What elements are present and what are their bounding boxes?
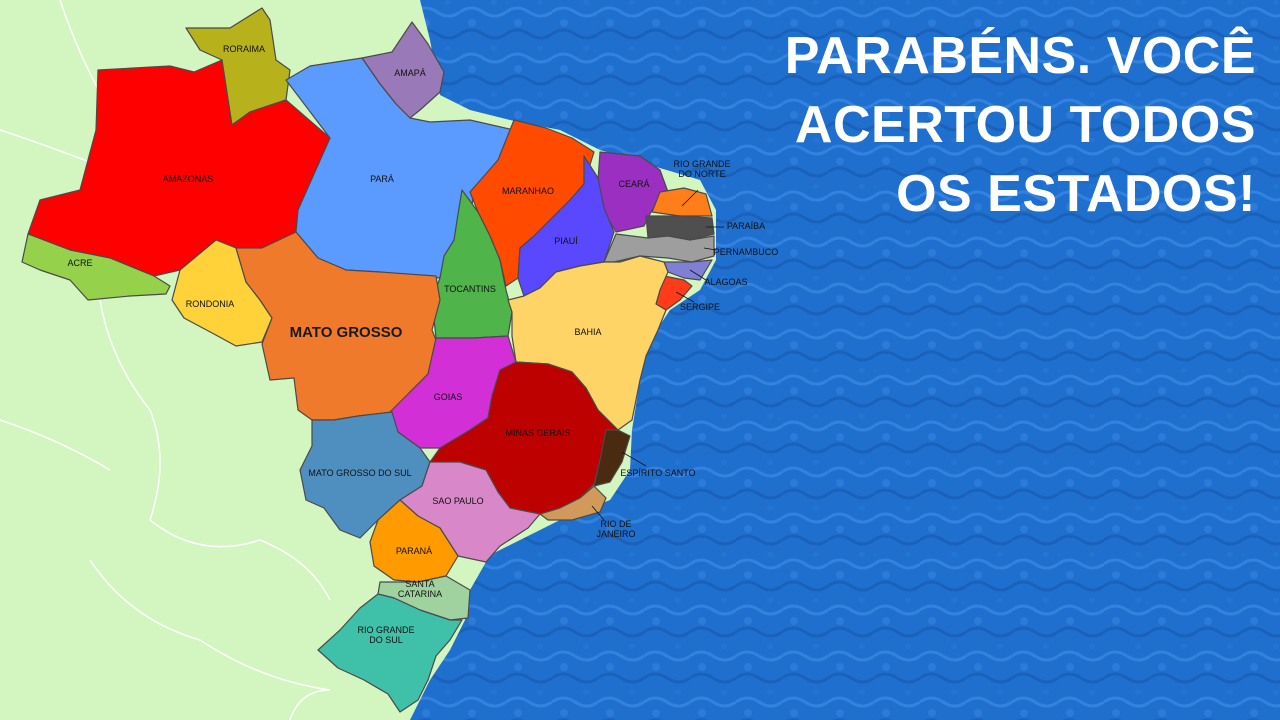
label-line: SANTA	[405, 579, 434, 589]
label-pernambuco: PERNAMBUCO	[714, 247, 779, 257]
label-alagoas: ALAGOAS	[704, 277, 747, 287]
state-rio-grande-do-norte[interactable]	[651, 187, 713, 217]
label-line: RORAIMA	[223, 44, 265, 54]
label-espirito-santo: ESPÍRITO SANTO	[620, 468, 695, 478]
state-pernambuco[interactable]	[603, 233, 715, 263]
label-mato-grosso-do-sul: MATO GROSSO DO SUL	[308, 468, 411, 478]
label-bahia: BAHIA	[574, 327, 601, 337]
label-line: PIAUÍ	[554, 236, 578, 246]
label-rondonia: RONDONIA	[186, 299, 235, 309]
label-roraima: RORAIMA	[223, 44, 265, 54]
label-line: MINAS GERAIS	[505, 428, 570, 438]
label-line: PARANÁ	[396, 546, 432, 556]
label-parana: PARANÁ	[396, 546, 432, 556]
label-amapa: AMAPÁ	[394, 68, 426, 78]
success-message-line-2: ACERTOU TODOS	[794, 96, 1256, 154]
label-line: TOCANTINS	[444, 284, 496, 294]
label-line: MARANHAO	[502, 186, 554, 196]
label-minas-gerais: MINAS GERAIS	[505, 428, 570, 438]
success-message-line-1: PARABÉNS. VOCÊ	[784, 27, 1256, 85]
label-line: SERGIPE	[680, 302, 720, 312]
label-line: CEARÁ	[618, 179, 649, 189]
label-line: DO SUL	[369, 635, 403, 645]
label-line: AMAZONAS	[163, 174, 214, 184]
label-line: RIO GRANDE	[673, 159, 730, 169]
label-line: JANEIRO	[596, 529, 635, 539]
label-amazonas: AMAZONAS	[163, 174, 214, 184]
label-maranhao: MARANHAO	[502, 186, 554, 196]
label-mato-grosso: MATO GROSSO	[290, 324, 403, 341]
label-goias: GOIAS	[434, 392, 463, 402]
label-sergipe: SERGIPE	[680, 302, 720, 312]
state-espirito-santo[interactable]	[593, 429, 631, 487]
label-line: GOIAS	[434, 392, 463, 402]
label-line: DO NORTE	[678, 169, 725, 179]
success-message-line-3: OS ESTADOS!	[896, 165, 1256, 223]
label-line: RIO GRANDE	[357, 625, 414, 635]
leader-lines	[591, 189, 724, 521]
label-line: AMAPÁ	[394, 68, 426, 78]
label-ceara: CEARÁ	[618, 179, 649, 189]
label-line: PARÁ	[370, 174, 394, 184]
state-rio-grande-do-sul[interactable]	[317, 593, 463, 713]
label-line: ACRE	[67, 258, 92, 268]
success-message: PARABÉNS. VOCÊ ACERTOU TODOS OS ESTADOS!	[696, 22, 1256, 229]
label-rio-de-janeiro: RIO DE JANEIRO	[596, 519, 635, 539]
label-sao-paulo: SAO PAULO	[432, 496, 483, 506]
label-para: PARÁ	[370, 174, 394, 184]
label-santa-catarina: SANTA CATARINA	[398, 579, 442, 599]
state-rio-de-janeiro[interactable]	[539, 485, 607, 521]
label-line: PARAÍBA	[727, 221, 765, 231]
states-group	[21, 7, 715, 713]
label-line: SAO PAULO	[432, 496, 483, 506]
label-line: RONDONIA	[186, 299, 235, 309]
label-line: PERNAMBUCO	[714, 247, 779, 257]
label-line: RIO DE	[600, 519, 631, 529]
label-line: BAHIA	[574, 327, 601, 337]
label-rio-grande-do-sul: RIO GRANDE DO SUL	[357, 625, 414, 645]
label-line: ALAGOAS	[704, 277, 747, 287]
label-tocantins: TOCANTINS	[444, 284, 496, 294]
label-paraiba: PARAÍBA	[727, 221, 765, 231]
label-line: ESPÍRITO SANTO	[620, 468, 695, 478]
label-acre: ACRE	[67, 258, 92, 268]
label-line: MATO GROSSO DO SUL	[308, 468, 411, 478]
label-line: MATO GROSSO	[290, 324, 403, 341]
label-rio-grande-do-norte: RIO GRANDE DO NORTE	[673, 159, 730, 179]
state-labels: RORAIMA AMAPÁ AMAZONAS PARÁ MARANHAO CEA…	[67, 44, 778, 645]
label-piaui: PIAUÍ	[554, 236, 578, 246]
label-line: CATARINA	[398, 589, 442, 599]
state-acre[interactable]	[21, 233, 171, 301]
